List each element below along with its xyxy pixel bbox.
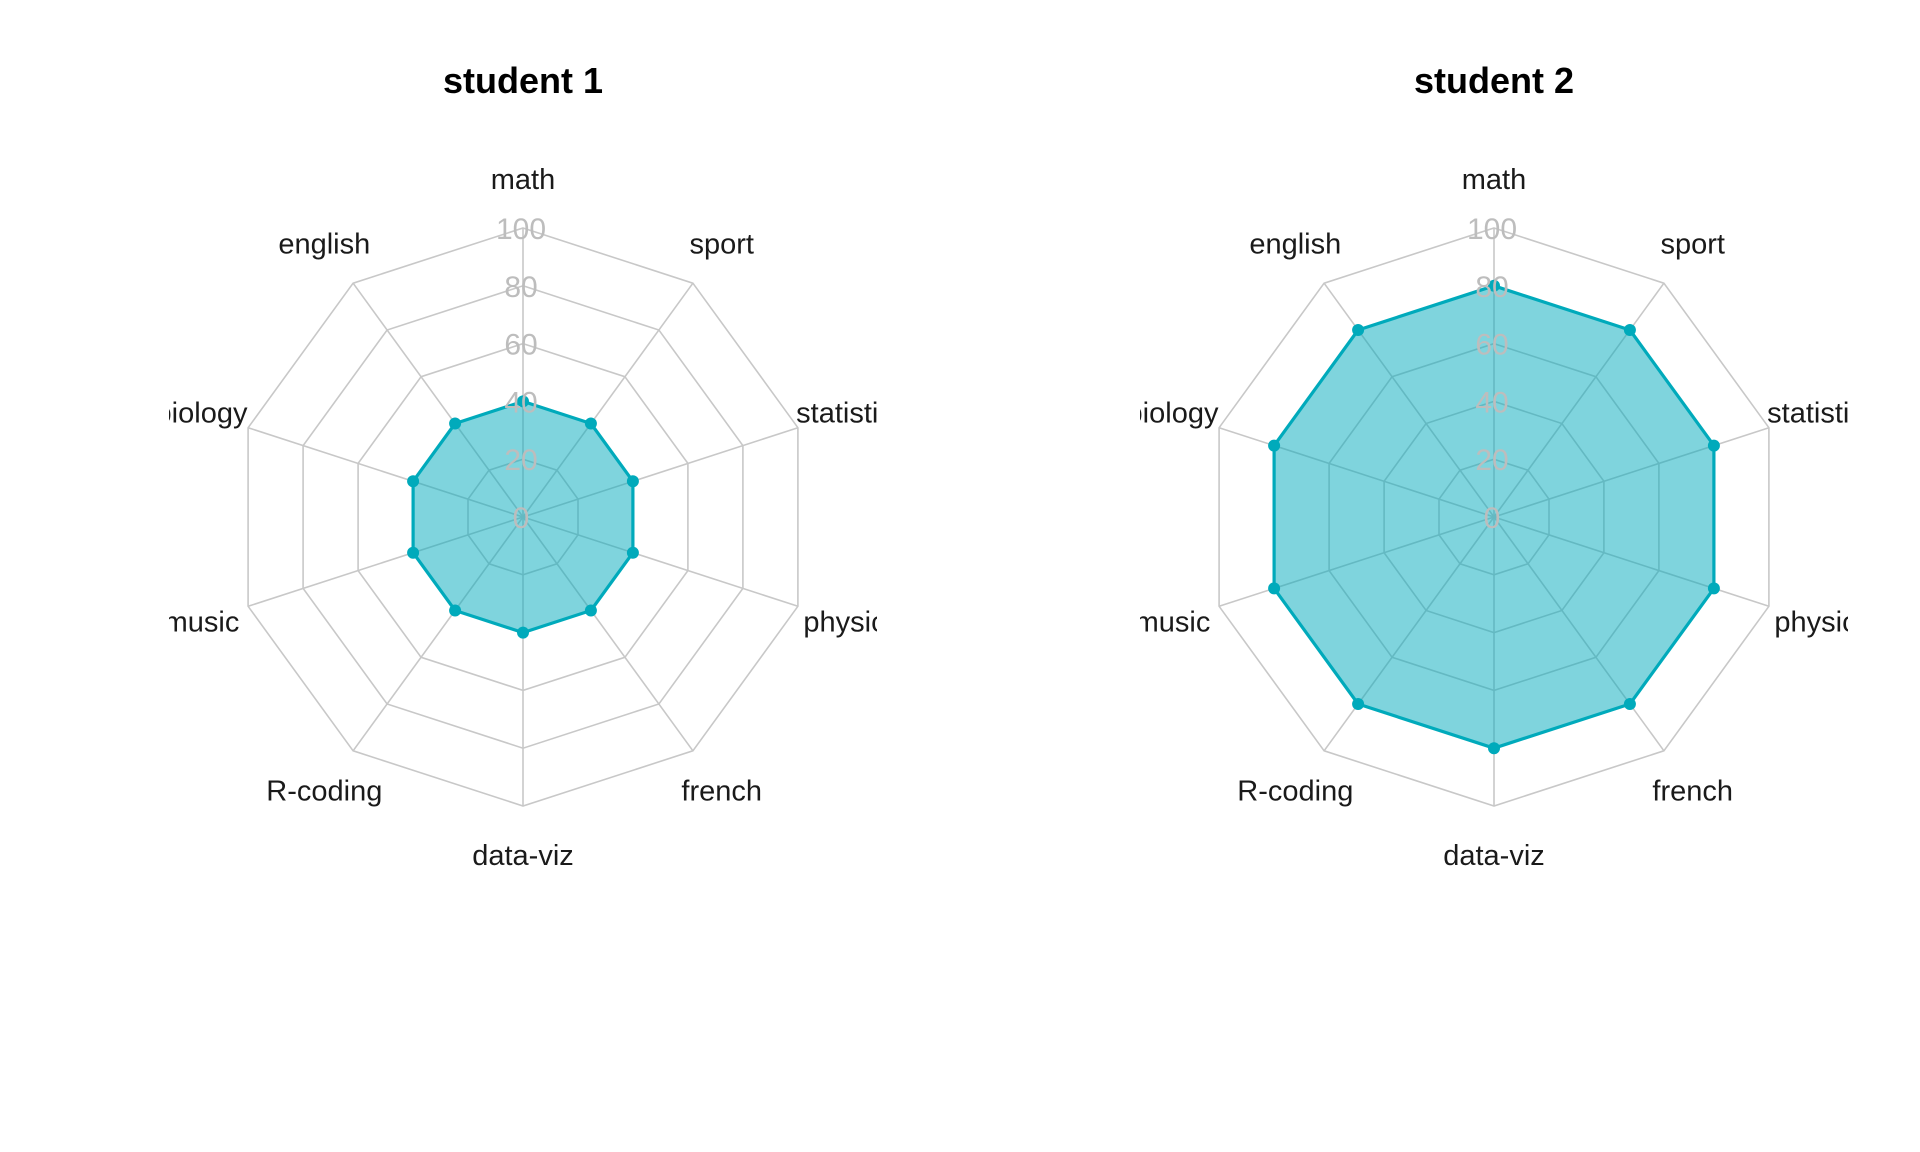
data-point-french	[1623, 698, 1636, 710]
tick-label-60: 60	[504, 329, 537, 362]
axis-label-physics: physic	[1774, 606, 1856, 638]
data-point-statistics	[626, 475, 639, 488]
data-point-data-viz	[517, 626, 529, 639]
data-point-sport	[1623, 324, 1636, 336]
tick-label-20: 20	[504, 444, 537, 477]
data-point-biology	[407, 475, 420, 488]
data-point-sport	[584, 417, 597, 430]
radar-series	[1268, 279, 1720, 755]
radar-panel-student-2: student 2 0 20 40 60 80 100 math sport statisti…	[1127, 60, 1864, 872]
axis-label-music: music	[164, 606, 240, 638]
tick-label-20: 20	[1475, 444, 1508, 477]
axis-label-biology: biology	[156, 398, 248, 430]
axis-label-french: french	[681, 775, 762, 807]
axis-label-data-viz: data-viz	[472, 840, 574, 872]
data-point-math	[1488, 279, 1500, 292]
data-point-math	[517, 395, 529, 408]
tick-label-40: 40	[1475, 386, 1508, 419]
data-point-french	[584, 604, 597, 617]
radial-ticks: 0 20 40 60 80 100	[1467, 213, 1517, 535]
data-point-music	[1268, 582, 1281, 595]
tick-label-60: 60	[1475, 329, 1508, 362]
axis-label-R-coding: R-coding	[266, 775, 382, 807]
axis-label-math: math	[491, 164, 555, 196]
axis-label-R-coding: R-coding	[1237, 775, 1353, 807]
axis-label-english: english	[278, 229, 370, 261]
data-point-statistics	[1707, 439, 1720, 452]
axis-label-biology: biology	[1127, 398, 1219, 430]
axis-label-statistics: statistic	[1767, 398, 1864, 430]
axis-label-sport: sport	[689, 229, 753, 261]
panel-title: student 2	[1414, 60, 1574, 101]
axis-labels: math sport statistic physic french data-viz R-…	[1127, 164, 1864, 872]
radar-series	[407, 395, 639, 639]
axis-label-data-viz: data-viz	[1443, 840, 1545, 872]
tick-label-80: 80	[504, 271, 537, 304]
axis-label-sport: sport	[1660, 229, 1724, 261]
tick-label-100: 100	[496, 213, 546, 246]
radar-panel-student-1: student 1 0 20 40 60 80 100 math sport statisti…	[156, 60, 893, 872]
radial-ticks: 0 20 40 60 80 100	[496, 213, 546, 535]
tick-label-80: 80	[1475, 271, 1508, 304]
axis-label-statistics: statistic	[796, 398, 893, 430]
axis-label-math: math	[1462, 164, 1526, 196]
data-point-physics	[1707, 582, 1720, 595]
tick-label-40: 40	[504, 386, 537, 419]
data-point-english	[1352, 324, 1365, 336]
axis-label-french: french	[1652, 775, 1733, 807]
axis-label-music: music	[1135, 606, 1211, 638]
data-point-R-coding	[1352, 698, 1365, 710]
data-point-english	[449, 417, 462, 430]
data-point-data-viz	[1488, 742, 1500, 755]
data-point-biology	[1268, 439, 1281, 452]
tick-label-0: 0	[1484, 502, 1501, 535]
axis-label-physics: physic	[803, 606, 885, 638]
tick-label-100: 100	[1467, 213, 1517, 246]
panel-title: student 1	[443, 60, 603, 101]
axis-labels: math sport statistic physic french data-viz R-…	[156, 164, 893, 872]
data-point-R-coding	[449, 604, 462, 617]
tick-label-0: 0	[513, 502, 530, 535]
axis-label-english: english	[1249, 229, 1341, 261]
data-point-physics	[626, 546, 639, 559]
data-point-music	[407, 546, 420, 559]
